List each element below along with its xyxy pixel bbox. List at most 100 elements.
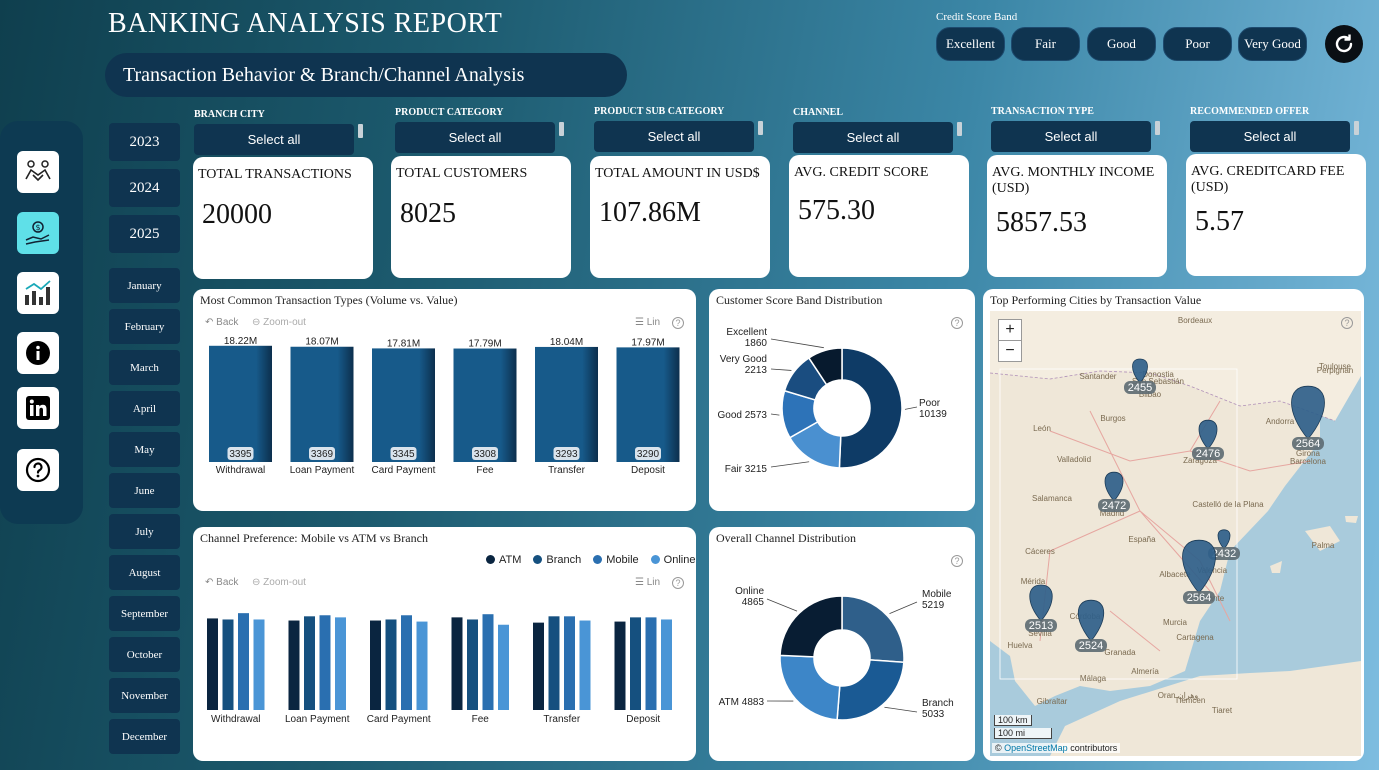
zoom-out-button[interactable]: ⊖ Zoom-out <box>252 577 306 588</box>
kpi-label: TOTAL AMOUNT IN USD$ <box>595 166 760 181</box>
count-badge <box>472 447 498 460</box>
nav-handshake-button[interactable] <box>17 151 59 193</box>
bar-online <box>498 624 509 710</box>
bar <box>209 345 272 462</box>
filter-recommended-offer-dropdown[interactable]: Select all <box>1190 121 1350 152</box>
month-july-button[interactable]: July <box>109 514 180 549</box>
cities-map[interactable]: Bordeaux Toulouse Perpignan Santander Donost… <box>990 311 1361 756</box>
nav-info-button[interactable] <box>17 332 59 374</box>
kpi-value: 8025 <box>400 198 456 229</box>
filter-transaction-type-dropdown[interactable]: Select all <box>991 121 1151 152</box>
filter-channel-dropdown[interactable]: Select all <box>793 122 953 153</box>
bar <box>372 348 435 462</box>
legend-atm[interactable]: ATM <box>486 554 521 566</box>
nav-help-button[interactable] <box>17 449 59 491</box>
map-pin: 2564 <box>1291 385 1325 450</box>
pin-badge <box>1192 447 1224 460</box>
filter-product-sub-category-dropdown[interactable]: Select all <box>594 121 754 152</box>
legend-mobile[interactable]: Mobile <box>593 554 639 566</box>
help-icon[interactable]: ? <box>951 317 963 329</box>
pin-value-label: 2432 <box>1212 548 1236 560</box>
month-january-button[interactable]: January <box>109 268 180 303</box>
back-button[interactable]: ↶ Back <box>205 317 239 328</box>
scale-type-button[interactable]: ☰ Lin <box>635 317 661 328</box>
pin-value-label: 2476 <box>1196 448 1220 460</box>
bar-value-label: 18.07M <box>305 337 338 348</box>
year-2025-button[interactable]: 2025 <box>109 215 180 253</box>
bar-atm <box>533 622 544 710</box>
year-2024-button[interactable]: 2024 <box>109 169 180 207</box>
filter-product-category-dropdown[interactable]: Select all <box>395 122 555 153</box>
month-august-button[interactable]: August <box>109 555 180 590</box>
kpi-value: 107.86M <box>599 197 701 228</box>
bar-count-label: 3345 <box>392 449 415 460</box>
leader-line <box>766 598 798 612</box>
question-icon <box>25 457 51 483</box>
month-april-button[interactable]: April <box>109 391 180 426</box>
month-june-button[interactable]: June <box>109 473 180 508</box>
band-poor-button[interactable]: Poor <box>1163 27 1232 61</box>
openstreetmap-link[interactable]: OpenStreetMap <box>1004 743 1068 753</box>
month-october-button[interactable]: October <box>109 637 180 672</box>
category-label: Loan Payment <box>285 714 350 725</box>
month-september-button[interactable]: September <box>109 596 180 631</box>
legend-branch[interactable]: Branch <box>533 554 581 566</box>
scale-type-button[interactable]: ☰ Lin <box>635 577 661 588</box>
back-button[interactable]: ↶ Back <box>205 577 239 588</box>
map-zoom-in-button[interactable]: + <box>998 319 1022 341</box>
legend-online[interactable]: Online <box>650 554 695 566</box>
help-icon[interactable]: ? <box>951 555 963 567</box>
map-place-label: Cáceres <box>1025 547 1055 556</box>
month-march-button[interactable]: March <box>109 350 180 385</box>
month-november-button[interactable]: November <box>109 678 180 713</box>
bar-atm <box>207 618 218 710</box>
band-good-button[interactable]: Good <box>1087 27 1156 61</box>
refresh-button[interactable] <box>1325 25 1363 63</box>
bar-value-label: 17.79M <box>468 339 501 350</box>
slice-label: Poor <box>919 398 941 409</box>
month-december-button[interactable]: December <box>109 719 180 754</box>
kpi-avg-creditcard-fee: AVG. CREDITCARD FEE (USD) 5.57 <box>1186 154 1366 276</box>
filter-transaction-type-label: TRANSACTION TYPE <box>991 106 1094 117</box>
band-excellent-button[interactable]: Excellent <box>936 27 1005 61</box>
band-very-good-button[interactable]: Very Good <box>1238 27 1307 61</box>
filter-branch-city-scrollbar[interactable] <box>358 124 363 138</box>
attribution-suffix: contributors <box>1070 743 1118 753</box>
zoom-out-button[interactable]: ⊖ Zoom-out <box>252 317 306 328</box>
nav-money-button[interactable]: $ <box>17 212 59 254</box>
kpi-value: 5.57 <box>1195 206 1244 237</box>
month-february-button[interactable]: February <box>109 309 180 344</box>
category-label: Card Payment <box>367 714 431 725</box>
kpi-value: 20000 <box>202 199 272 230</box>
nav-linkedin-button[interactable] <box>17 387 59 429</box>
filter-branch-city-dropdown[interactable]: Select all <box>194 124 354 155</box>
category-label: Transfer <box>548 465 586 476</box>
channel-distribution-card: Overall Channel Distribution ? Mobile 521… <box>709 527 975 761</box>
filter-channel-scrollbar[interactable] <box>957 122 962 136</box>
slice-value-label: 4865 <box>742 597 765 608</box>
pin-value-label: 2524 <box>1079 640 1103 652</box>
band-fair-button[interactable]: Fair <box>1011 27 1080 61</box>
map-place-label: Castelló de la Plana <box>1192 500 1264 509</box>
filter-product-category-scrollbar[interactable] <box>559 122 564 136</box>
money-hand-icon: $ <box>25 221 50 245</box>
help-icon[interactable]: ? <box>672 317 684 329</box>
kpi-label: TOTAL TRANSACTIONS <box>198 167 352 182</box>
pin-value-label: 2564 <box>1187 592 1211 604</box>
month-may-button[interactable]: May <box>109 432 180 467</box>
help-icon[interactable]: ? <box>1341 317 1353 329</box>
bar-online <box>661 619 672 710</box>
map-zoom-out-button[interactable]: − <box>998 340 1022 362</box>
nav-analytics-button[interactable] <box>17 272 59 314</box>
filter-transaction-type-scrollbar[interactable] <box>1155 121 1160 135</box>
map-scale-km: 100 km <box>994 715 1032 726</box>
map-place-label: Cartagena <box>1176 633 1214 642</box>
filter-recommended-offer-scrollbar[interactable] <box>1354 121 1359 135</box>
pin-badge <box>1292 437 1324 450</box>
year-2023-button[interactable]: 2023 <box>109 123 180 161</box>
bar-value-label: 18.04M <box>550 337 583 348</box>
filter-product-sub-category-scrollbar[interactable] <box>758 121 763 135</box>
help-icon[interactable]: ? <box>672 577 684 589</box>
map-place-label: Andorra <box>1266 417 1295 426</box>
